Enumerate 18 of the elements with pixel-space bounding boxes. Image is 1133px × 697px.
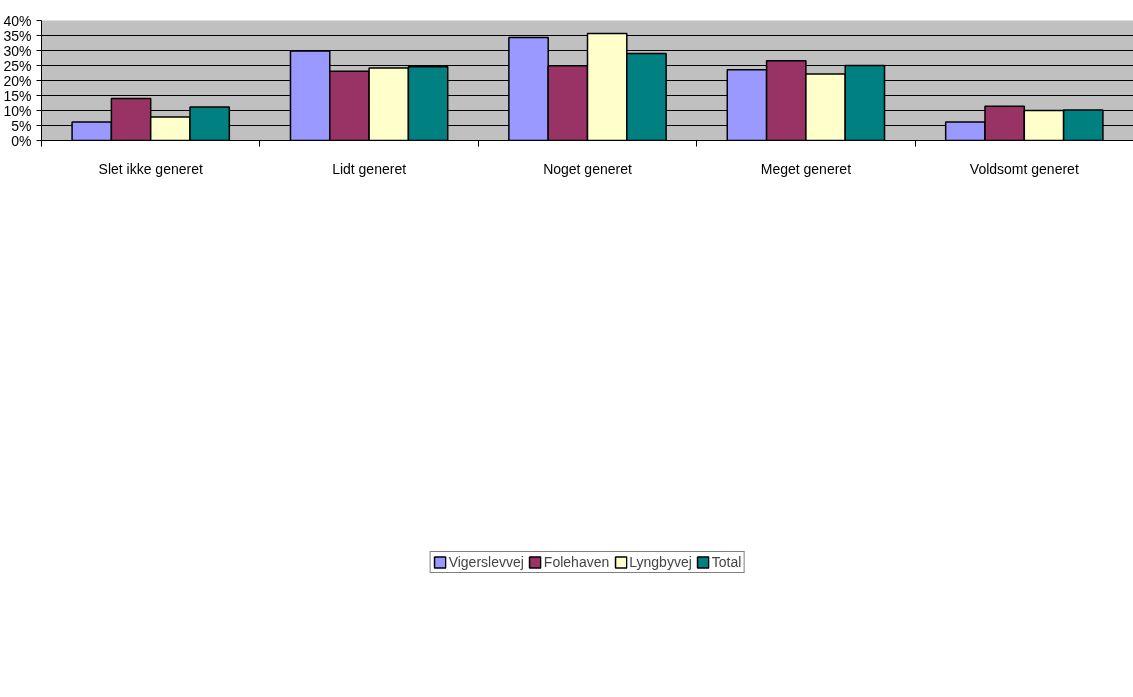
legend-label: Lyngbyvej bbox=[629, 554, 692, 570]
y-tick-label: 15% bbox=[3, 87, 32, 104]
y-tick-label: 40% bbox=[3, 12, 32, 29]
x-tick-label: Meget generet bbox=[760, 160, 852, 177]
x-tick-label: Slet ikke generet bbox=[98, 160, 203, 177]
x-tick-label: Voldsomt generet bbox=[969, 160, 1079, 177]
y-tick-label: 0% bbox=[11, 132, 32, 149]
legend-label: Folehaven bbox=[543, 554, 610, 570]
x-tick-label: Lidt generet bbox=[332, 160, 407, 177]
y-tick-label: 5% bbox=[11, 117, 32, 134]
legend-label: Vigerslevvej bbox=[448, 554, 524, 570]
x-tick-label: Noget generet bbox=[543, 160, 632, 177]
y-tick-label: 30% bbox=[3, 42, 32, 59]
legend-label: Total bbox=[711, 554, 742, 570]
y-tick-label: 25% bbox=[3, 57, 32, 74]
y-tick-label: 10% bbox=[3, 102, 32, 119]
y-tick-label: 20% bbox=[3, 72, 32, 89]
y-tick-label: 35% bbox=[3, 27, 32, 44]
